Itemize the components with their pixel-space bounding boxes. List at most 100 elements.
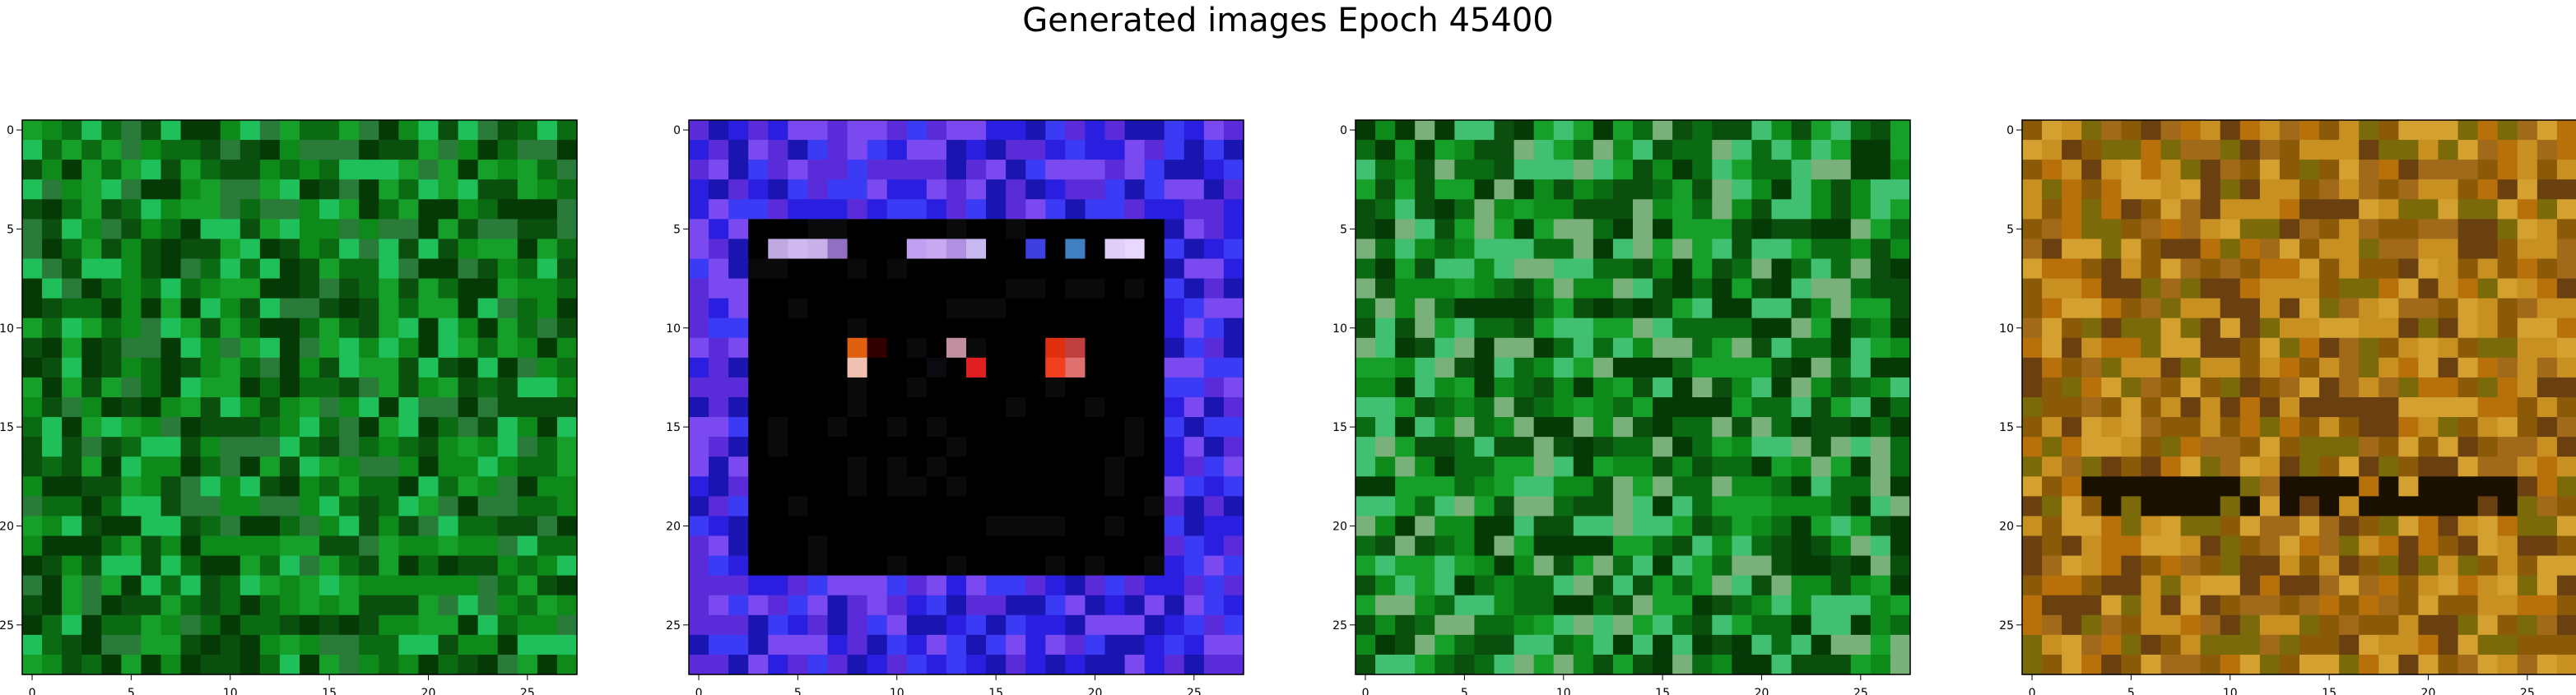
pixel-cell: [807, 239, 829, 260]
pixel-cell: [1553, 239, 1574, 260]
pixel-cell: [1870, 357, 1891, 378]
pixel-cell: [2299, 377, 2320, 398]
pixel-cell: [1006, 397, 1026, 418]
pixel-cell: [768, 160, 788, 180]
pixel-cell: [220, 555, 241, 577]
pixel-cell: [2438, 278, 2459, 299]
pixel-cell: [379, 219, 399, 240]
pixel-cell: [517, 437, 538, 457]
pixel-cell: [2359, 120, 2379, 141]
pixel-cell: [2160, 595, 2182, 616]
pixel-cell: [1870, 476, 1891, 497]
pixel-cell: [709, 634, 729, 656]
pixel-cell: [1223, 535, 1244, 557]
pixel-cell: [2418, 258, 2439, 280]
pixel-cell: [1164, 535, 1185, 557]
pixel-cell: [1732, 278, 1753, 299]
pixel-cell: [1474, 377, 1495, 398]
pixel-cell: [709, 535, 729, 557]
pixel-cell: [827, 377, 849, 398]
pixel-cell: [1164, 357, 1185, 378]
pixel-cell: [1732, 397, 1753, 418]
pixel-cell: [1434, 535, 1455, 557]
pixel-cell: [768, 516, 788, 537]
pixel-cell: [1593, 496, 1614, 517]
pixel-cell: [768, 397, 788, 418]
pixel-cell: [709, 377, 729, 398]
pixel-cell: [2121, 595, 2142, 616]
pixel-cell: [1811, 219, 1832, 240]
pixel-cell: [1375, 634, 1396, 656]
pixel-cell: [926, 317, 947, 339]
pixel-cell: [2081, 496, 2102, 517]
pixel-cell: [398, 298, 420, 319]
pixel-cell: [2160, 199, 2182, 220]
pixel-cell: [1124, 595, 1146, 616]
pixel-cell: [418, 634, 439, 656]
pixel-cell: [1672, 298, 1693, 319]
pixel-cell: [160, 337, 182, 359]
pixel-cell: [2339, 614, 2360, 636]
pixel-cell: [1454, 417, 1476, 438]
pixel-cell: [807, 417, 829, 438]
pixel-cell: [1474, 199, 1495, 220]
pixel-cell: [1830, 437, 1852, 457]
pixel-cell: [42, 595, 63, 616]
pixel-cell: [22, 575, 43, 596]
pixel-cell: [1223, 595, 1244, 616]
pixel-cell: [1573, 516, 1594, 537]
pixel-cell: [517, 140, 538, 160]
pixel-cell: [1006, 614, 1026, 636]
pixel-cell: [418, 160, 439, 180]
pixel-cell: [239, 219, 261, 240]
pixel-cell: [847, 120, 868, 141]
pixel-cell: [160, 614, 182, 636]
pixel-cell: [279, 258, 300, 280]
pixel-cell: [1164, 614, 1185, 636]
pixel-cell: [239, 239, 261, 260]
pixel-cell: [1771, 357, 1793, 378]
pixel-cell: [2477, 535, 2499, 557]
pixel-cell: [2239, 199, 2261, 220]
pixel-cell: [398, 160, 420, 180]
pixel-cell: [2200, 634, 2221, 656]
pixel-cell: [2418, 456, 2439, 477]
pixel-cell: [1355, 337, 1376, 359]
pixel-cell: [827, 397, 849, 418]
pixel-cell: [339, 140, 360, 160]
pixel-cell: [141, 437, 162, 457]
pixel-cell: [160, 199, 182, 220]
pixel-cell: [2042, 634, 2062, 656]
pixel-cell: [220, 258, 241, 280]
pixel-cell: [2042, 476, 2062, 497]
pixel-cell: [300, 516, 320, 537]
y-tick-label: 25: [1999, 619, 2014, 632]
pixel-cell: [1104, 456, 1126, 477]
pixel-cell: [906, 357, 928, 378]
pixel-cell: [768, 476, 788, 497]
pixel-cell: [1164, 516, 1185, 537]
pixel-cell: [1751, 476, 1773, 497]
pixel-cell: [160, 140, 182, 160]
pixel-cell: [2457, 239, 2479, 260]
pixel-cell: [1850, 258, 1872, 280]
pixel-cell: [279, 179, 300, 200]
pixel-cell: [1593, 258, 1614, 280]
pixel-cell: [1633, 160, 1653, 180]
pixel-cell: [1355, 496, 1376, 517]
pixel-cell: [1085, 337, 1106, 359]
pixel-cell: [2438, 357, 2459, 378]
pixel-cell: [788, 160, 809, 180]
pixel-cell: [1395, 278, 1416, 299]
pixel-cell: [1144, 535, 1165, 557]
pixel-cell: [279, 357, 300, 378]
pixel-cell: [1890, 377, 1911, 398]
pixel-cell: [22, 516, 43, 537]
pixel-cell: [1751, 377, 1773, 398]
pixel-cell: [1104, 575, 1126, 596]
pixel-cell: [1415, 555, 1435, 577]
pixel-cell: [1494, 456, 1515, 477]
pixel-cell: [1006, 278, 1026, 299]
pixel-cell: [517, 535, 538, 557]
pixel-cell: [966, 397, 987, 418]
